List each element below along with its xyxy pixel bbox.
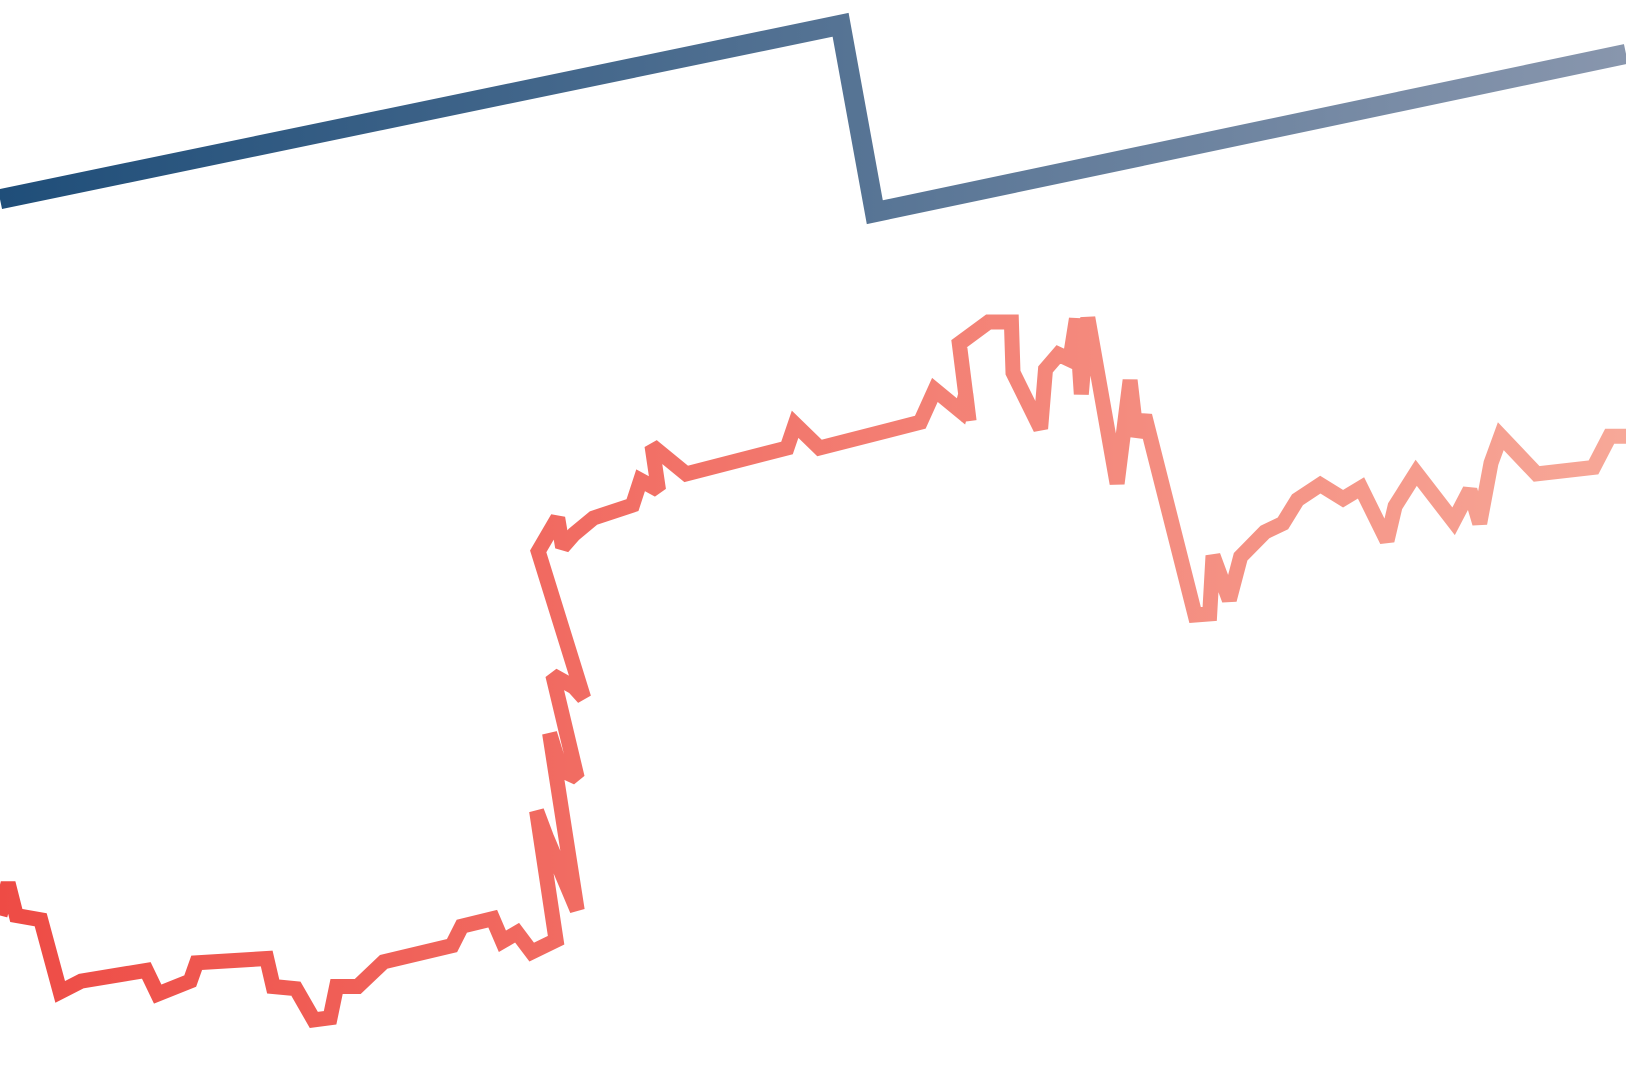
series-layer bbox=[0, 12, 1626, 1028]
series-1-line bbox=[0, 12, 1626, 225]
series-2-line bbox=[0, 314, 1626, 1028]
